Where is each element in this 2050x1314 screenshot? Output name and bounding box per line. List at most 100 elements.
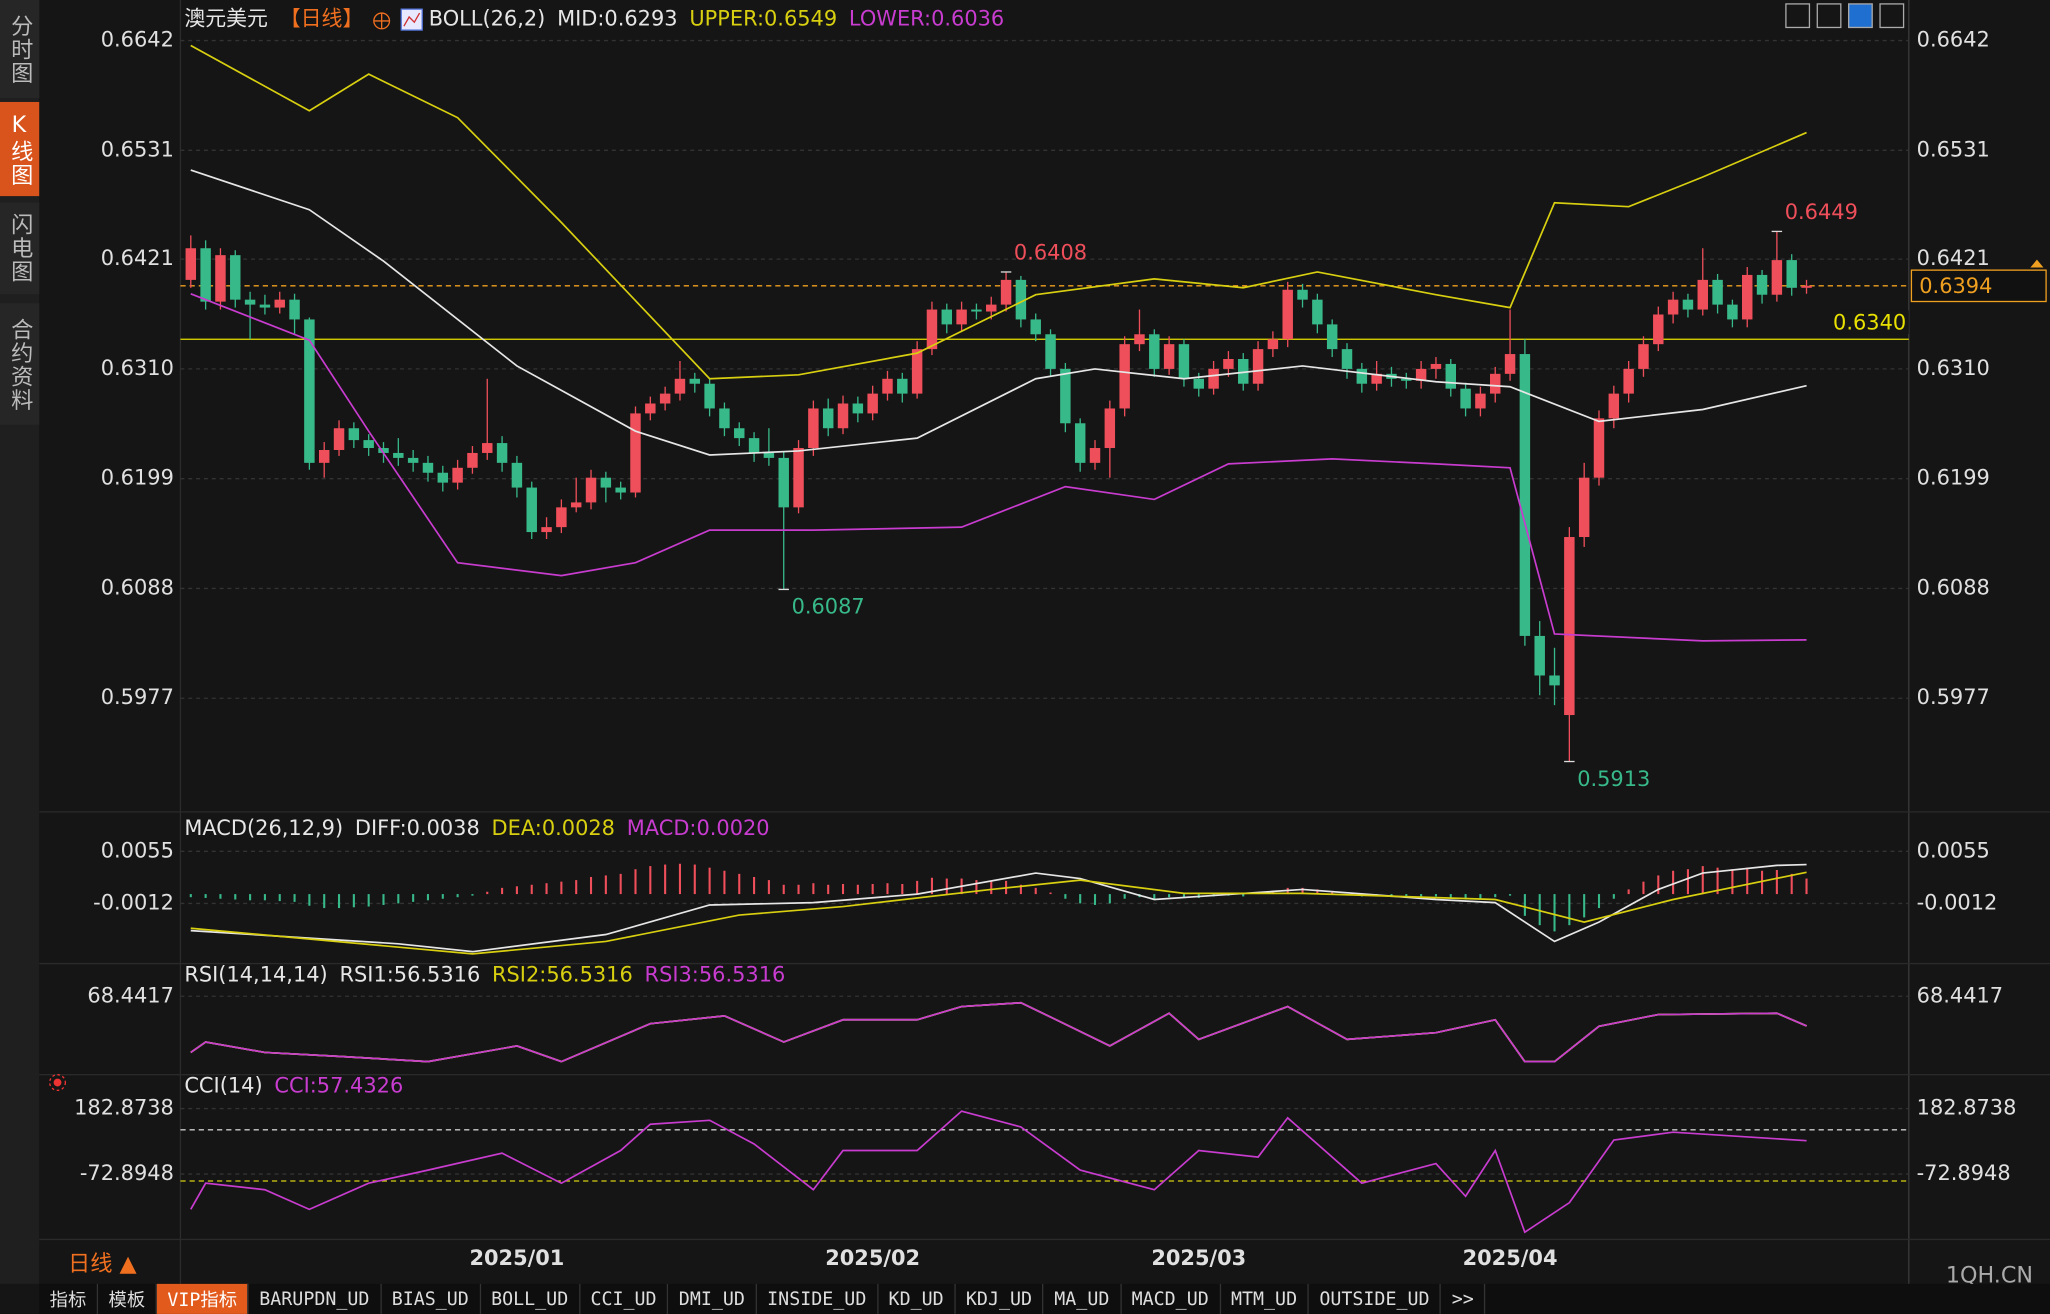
toolbar-button[interactable]: >> <box>1441 1283 1486 1314</box>
sidebar-tab[interactable]: 分时图 <box>0 0 40 99</box>
x-tick-label: 2025/04 <box>1463 1246 1558 1270</box>
candle-body <box>1341 349 1353 369</box>
toolbar-button[interactable]: CCI_UD <box>580 1283 669 1314</box>
candle-body <box>185 248 197 280</box>
candle-body <box>1682 299 1694 310</box>
candle-body <box>1593 418 1605 478</box>
toolbar-button[interactable]: INSIDE_UD <box>757 1283 879 1314</box>
candle-body <box>1000 279 1012 305</box>
icon-button[interactable] <box>1848 3 1873 29</box>
y-tick-label-right: 182.8738 <box>1917 1096 2017 1120</box>
y-tick-label: 0.5977 <box>101 685 174 709</box>
reference-label: 0.6340 <box>1833 311 1906 335</box>
toolbar-button[interactable]: DMI_UD <box>668 1283 757 1314</box>
candle-body <box>1519 354 1531 636</box>
candle-body <box>1193 378 1205 389</box>
sidebar-tab[interactable]: K线图 <box>0 101 40 197</box>
indicator-line <box>190 44 1807 380</box>
y-tick-label-right: 0.0055 <box>1917 838 1990 862</box>
icon-button[interactable] <box>1879 3 1905 29</box>
candle-body <box>748 438 760 453</box>
candle-body <box>778 457 789 508</box>
period-button[interactable]: 日线 ▲ <box>68 1251 138 1277</box>
legend-entry: RSI2:56.5316 <box>492 962 633 986</box>
candle-body <box>1089 448 1101 463</box>
toolbar-button[interactable]: MA_UD <box>1044 1283 1122 1314</box>
candle-body <box>1060 368 1071 424</box>
candle-body <box>378 448 389 453</box>
toolbar-button[interactable]: KDJ_UD <box>955 1283 1044 1314</box>
candle-body <box>259 304 271 308</box>
toolbar-button[interactable]: MACD_UD <box>1121 1283 1221 1314</box>
indicator-line <box>190 169 1807 456</box>
candle-body <box>422 462 434 473</box>
candle-body <box>1415 368 1427 381</box>
candle-body <box>941 309 953 325</box>
y-tick-label: 182.8738 <box>74 1096 174 1120</box>
toolbar-button[interactable]: 模板 <box>98 1283 157 1314</box>
indicator-line <box>190 863 1807 953</box>
indicator-line <box>190 1110 1807 1234</box>
candle-body <box>1475 393 1486 409</box>
toolbar-button[interactable]: OUTSIDE_UD <box>1309 1283 1442 1314</box>
candle-body <box>971 309 982 312</box>
sidebar-tab[interactable]: 合约资料 <box>0 303 40 425</box>
sun-icon <box>49 1074 67 1092</box>
toolbar-button[interactable]: VIP指标 <box>156 1283 249 1314</box>
price-tag-label: 0.6394 <box>1919 274 1992 298</box>
toolbar-button[interactable]: BARUPDN_UD <box>249 1283 382 1314</box>
legend-entry: UPPER:0.6549 <box>689 7 837 31</box>
indicator-name: BOLL(26,2) <box>429 7 546 31</box>
y-tick-label: 0.6421 <box>101 246 174 270</box>
toolbar-button[interactable]: BIAS_UD <box>381 1283 481 1314</box>
y-tick-label: 0.6088 <box>101 575 174 599</box>
extreme-label: 0.6087 <box>792 595 865 619</box>
candle-body <box>1445 363 1456 389</box>
candle-body <box>645 403 656 414</box>
sidebar-tab[interactable]: 闪电图 <box>0 202 40 295</box>
candle-body <box>200 248 211 302</box>
toolbar-button[interactable]: 指标 <box>39 1283 99 1314</box>
candle-body <box>1163 344 1175 369</box>
candle-body <box>600 477 612 488</box>
price-tag-arrow <box>2030 259 2044 268</box>
legend-entry: RSI1:56.5316 <box>339 962 480 986</box>
candle-body <box>1638 344 1649 369</box>
candle-body <box>1786 260 1797 288</box>
toolbar-button[interactable]: KD_UD <box>878 1283 956 1314</box>
candle-body <box>570 502 582 508</box>
indicator-line <box>190 1001 1807 1063</box>
candle-body <box>1030 319 1041 335</box>
candle-body <box>585 477 597 503</box>
candle-body <box>1460 388 1471 409</box>
candle-body <box>1252 349 1264 384</box>
toolbar-button[interactable]: BOLL_UD <box>481 1283 580 1314</box>
candle-body <box>674 378 686 394</box>
x-tick-label: 2025/01 <box>469 1246 564 1270</box>
icon-button[interactable] <box>1816 3 1842 29</box>
toolbar-button[interactable]: MTM_UD <box>1221 1283 1309 1314</box>
candle-body <box>1312 299 1323 325</box>
candle-body <box>437 472 449 483</box>
candle-body <box>1771 260 1783 295</box>
panel-title: MACD(26,12,9) <box>184 816 343 840</box>
candle-body <box>1742 274 1753 320</box>
x-tick-label: 2025/03 <box>1151 1246 1246 1270</box>
candle-body <box>1801 285 1812 288</box>
indicator-line <box>190 292 1807 642</box>
y-tick-label-right: 68.4417 <box>1917 983 2003 1007</box>
candle-body <box>467 452 478 468</box>
icon-button[interactable] <box>1785 3 1811 29</box>
candle-body <box>244 299 256 305</box>
candle-body <box>867 393 878 414</box>
panel-title: RSI(14,14,14) <box>184 962 327 986</box>
candle-body <box>1297 289 1308 300</box>
y-tick-label: -0.0012 <box>93 890 174 914</box>
candle-body <box>482 443 493 453</box>
candle-body <box>1504 354 1516 374</box>
candle-body <box>986 304 997 312</box>
panel-title: 澳元美元 <box>184 7 268 31</box>
candle-body <box>1712 279 1723 305</box>
extreme-label: 0.5913 <box>1577 767 1650 791</box>
candle-body <box>1267 339 1279 350</box>
